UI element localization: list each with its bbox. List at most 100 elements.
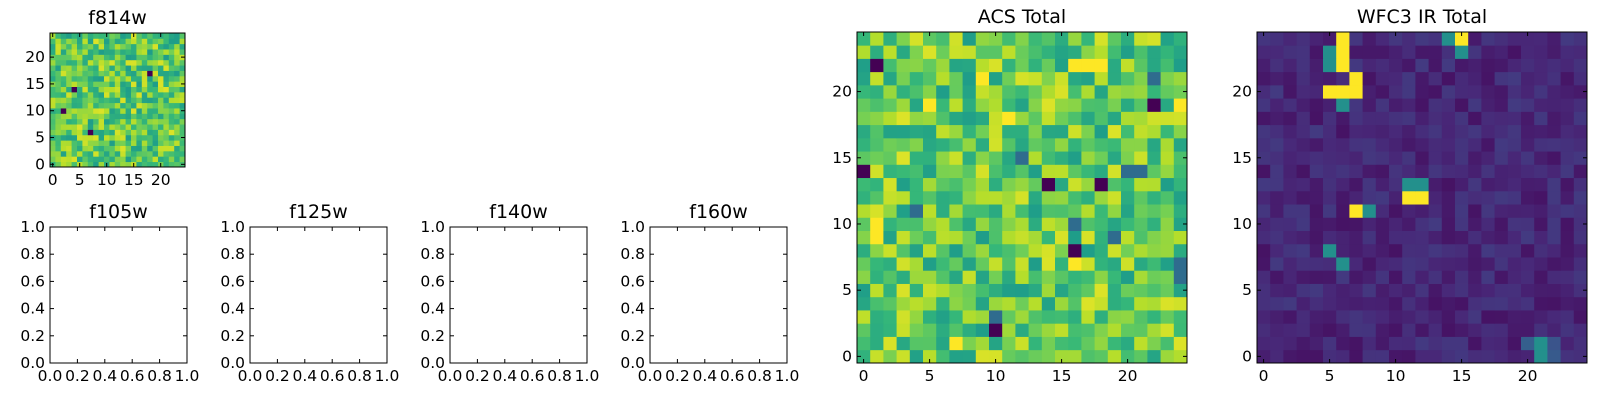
heatmap-cell [1389,349,1403,364]
heatmap-cell [1507,310,1522,324]
heatmap-cell [1028,283,1043,298]
heatmap-cell [55,129,62,136]
heatmap-cell [1002,310,1016,324]
heatmap-cells [857,32,1188,364]
heatmap-cell [1270,84,1284,99]
heatmap-cell [989,283,1003,298]
heatmap-cell [1441,270,1456,284]
heatmap-cell [857,151,871,165]
y-tick-label: 20 [25,48,45,66]
heatmap-cell [98,97,105,104]
heatmap-cell [1389,243,1403,258]
heatmap-cell [1121,151,1135,165]
heatmap-cell [975,124,990,139]
heatmap-cell [109,161,116,168]
heatmap-cell [71,59,78,66]
heatmap-cell [883,204,897,218]
heatmap-cell [168,102,175,109]
heatmap-cell [989,151,1003,165]
heatmap-cell [1121,58,1135,73]
heatmap-cell [989,177,1003,192]
heatmap-cell [1349,310,1363,324]
heatmap-cell [71,118,78,125]
heatmap-cell [936,257,950,271]
heatmap-cell [1547,283,1561,298]
heatmap-cell [1002,349,1016,364]
heatmap-cell [120,129,126,136]
heatmap-cell [1041,151,1056,165]
heatmap-cell [1362,349,1377,364]
heatmap-cell [936,84,950,99]
heatmap-cell [1415,45,1429,59]
heatmap-cell [1481,310,1495,324]
heatmap-cell [1134,58,1148,73]
heatmap-cell [163,86,170,93]
heatmap-cell [1349,217,1363,231]
heatmap-cell [1507,71,1522,86]
heatmap-cell [1028,230,1043,245]
heatmap-cell [1121,230,1135,245]
heatmap-cell [1257,84,1271,99]
heatmap-cell [1015,177,1029,192]
heatmap-cell [1521,336,1535,351]
heatmap-cell [1147,217,1161,231]
heatmap-cell [114,38,121,45]
subplot-title: ACS Total [978,6,1066,28]
heatmap-cell [1455,98,1469,112]
heatmap-cell [93,118,99,125]
heatmap-cell [1173,204,1188,218]
heatmap-cell [909,204,924,218]
heatmap-cell [66,86,72,93]
heatmap-cell [1002,98,1016,112]
heatmap-cell [1296,177,1311,192]
heatmap-cell [1323,323,1337,337]
heatmap-cell [71,91,78,98]
heatmap-cell [174,54,180,61]
heatmap-cell [1041,58,1056,73]
heatmap-cell [1494,296,1509,311]
heatmap-cell [1573,84,1588,99]
heatmap-cell [896,71,911,86]
y-tick-label: 0.6 [620,272,645,290]
heatmap-cell [1415,177,1429,192]
heatmap-cell [1415,71,1429,86]
heatmap-cell [1257,310,1271,324]
heatmap-cell [1507,243,1522,258]
heatmap-cell [1147,283,1161,298]
heatmap-cell [1147,124,1161,139]
heatmap-cell [896,336,911,351]
heatmap-cell [1336,45,1350,59]
heatmap-cell [909,243,924,258]
heatmap-cell [1015,257,1029,271]
heatmap-cell [1349,283,1363,298]
heatmap-cell [949,204,963,218]
heatmap-cell [1547,164,1561,179]
heatmap-cell [141,140,148,146]
heatmap-cell [1415,257,1429,271]
heatmap-cell [1560,111,1575,126]
heatmap-cell [158,49,164,55]
heatmap-cell [1455,177,1469,192]
heatmap-cell [131,118,137,125]
heatmap-cell [1494,58,1509,73]
heatmap-cell [168,70,175,77]
heatmap-cell [125,70,132,77]
y-tick-label: 0 [1242,347,1252,365]
heatmap-cell [60,33,67,39]
heatmap-cell [1094,204,1109,218]
heatmap-cell [870,124,884,139]
heatmap-cell [114,134,121,141]
heatmap-cell [1257,190,1271,205]
heatmap-cell [125,156,132,163]
heatmap-cell [1134,71,1148,86]
heatmap-cell [857,283,871,298]
heatmap-cell [1362,58,1377,73]
heatmap-cell [989,336,1003,351]
heatmap-cell [1362,323,1377,337]
heatmap-cell [1028,190,1043,205]
heatmap-cell [152,86,159,93]
heatmap-cell [1349,71,1363,86]
heatmap-cell [909,336,924,351]
heatmap-cell [55,33,62,39]
heatmap-cell [93,70,99,77]
